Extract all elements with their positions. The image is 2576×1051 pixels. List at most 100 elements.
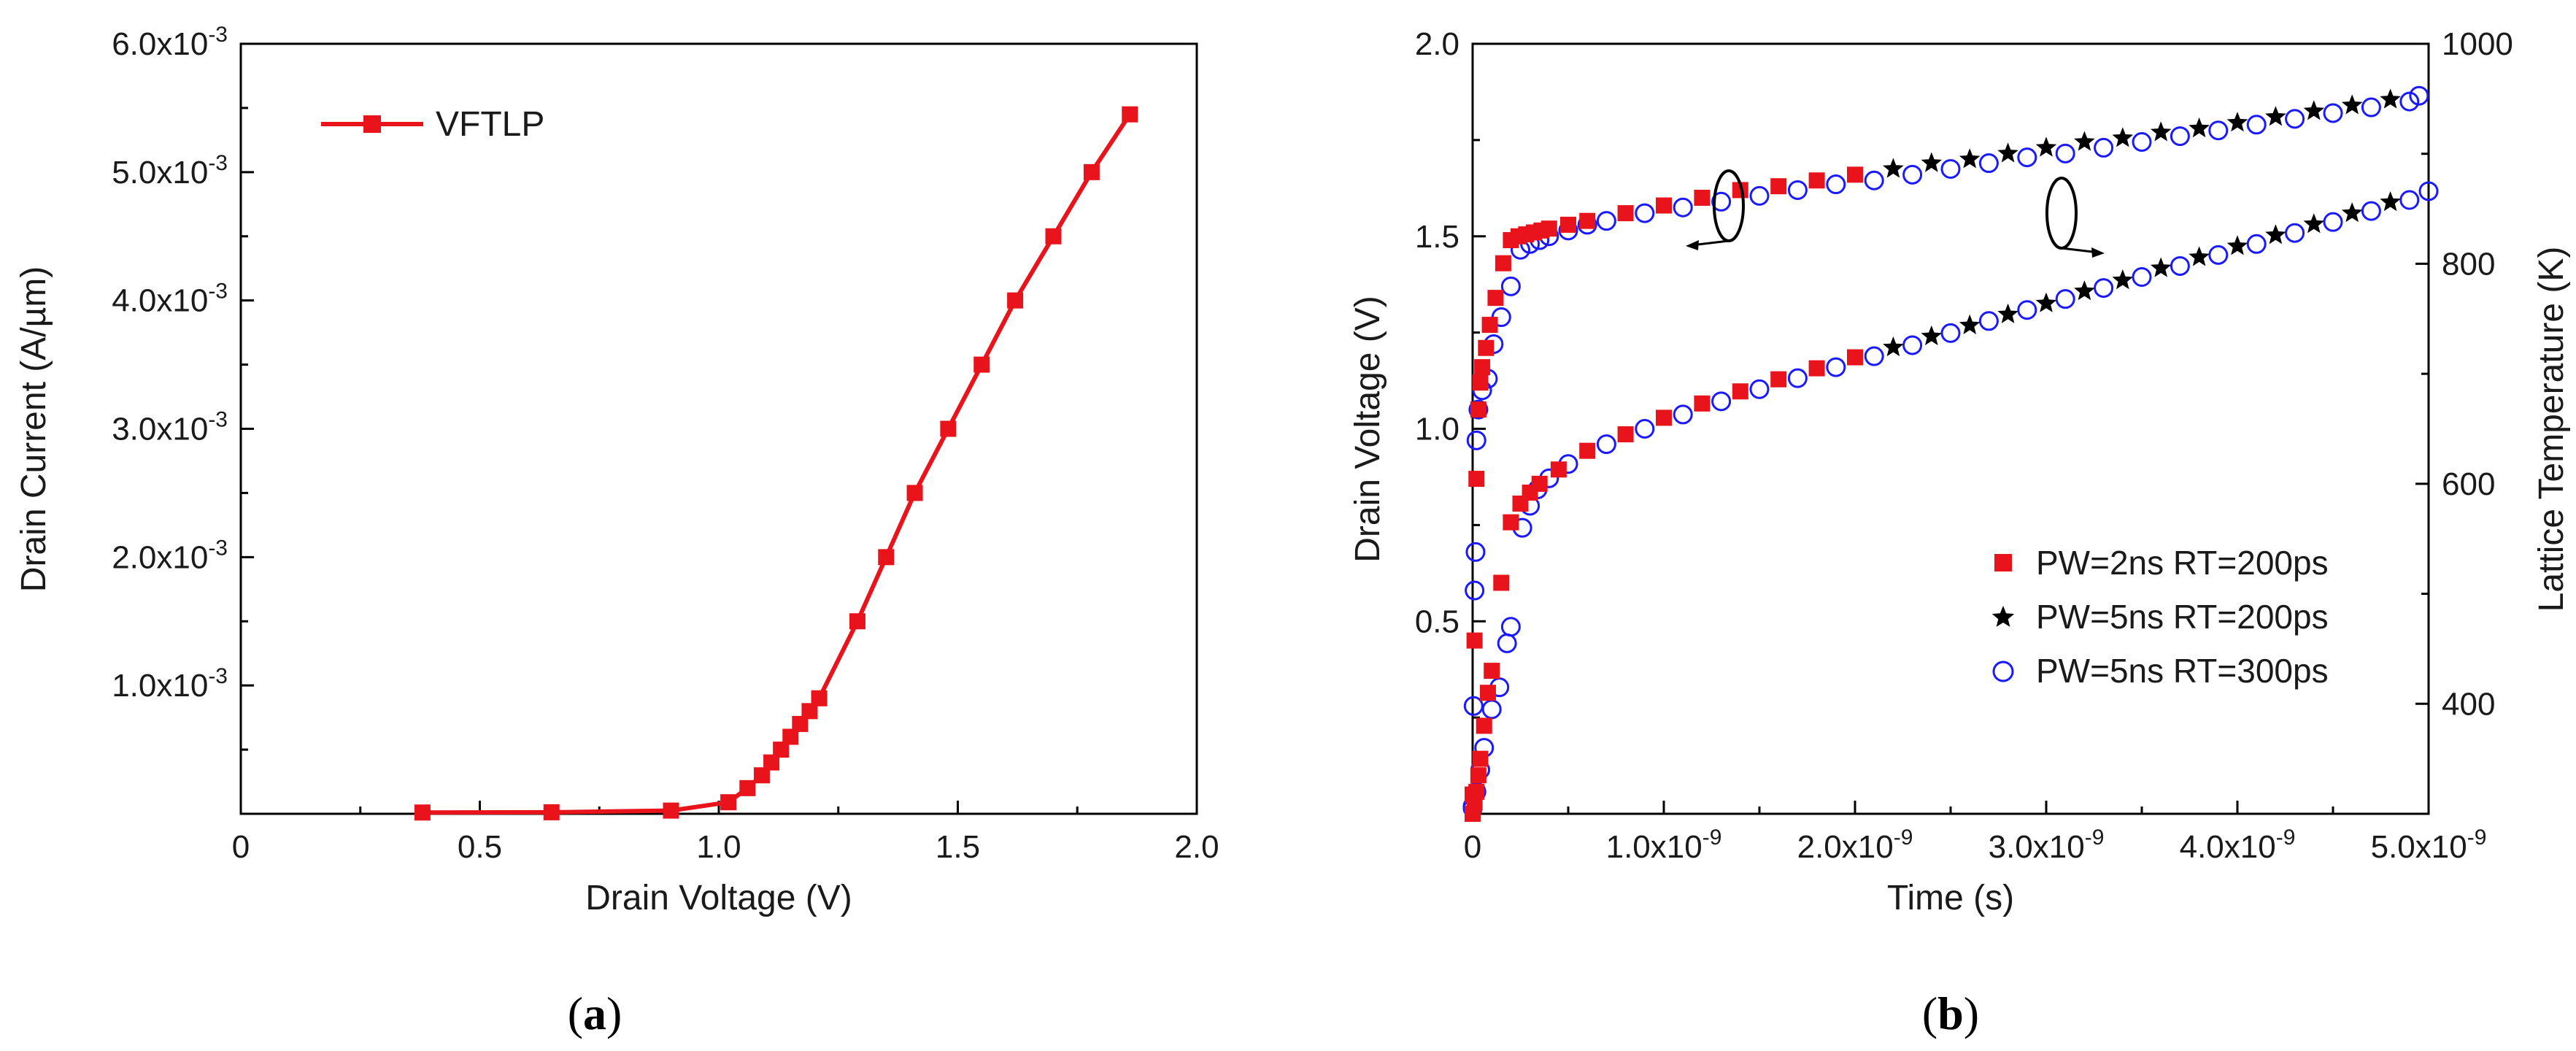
vftlp-point xyxy=(782,728,799,745)
square-voltage-point xyxy=(1808,172,1825,189)
open-circle-voltage-point xyxy=(1466,430,1486,450)
open-circle-voltage-point xyxy=(1787,180,1808,200)
open-circle-voltage-point xyxy=(1826,174,1846,195)
square-voltage-point xyxy=(1474,359,1491,376)
open-circle-temperature-point xyxy=(1787,368,1808,388)
y-tick-label: 1.5 xyxy=(1415,219,1459,255)
vftlp-point xyxy=(720,794,737,811)
open-circle-temperature-point xyxy=(2323,212,2343,232)
star-temperature-point xyxy=(2226,235,2248,255)
chart-b-legend: PW=2ns RT=200ps PW=5ns RT=200ps PW=5ns R… xyxy=(1991,544,2329,690)
x-tick-label: 1.5 xyxy=(936,829,980,865)
chart-a-y-tick-labels: 1.0x10-3 2.0x10-3 3.0x10-3 4.0x10-3 5.0x10-3… xyxy=(112,23,228,704)
open-circle-temperature-point xyxy=(1902,335,1923,355)
star-temperature-point xyxy=(2303,213,2325,234)
vftlp-point xyxy=(811,690,828,707)
chart-a-series xyxy=(414,106,1138,821)
chart-a-x-tick-labels: 0 0.5 1.0 1.5 2.0 xyxy=(232,829,1219,865)
legend-label-series-1: PW=2ns RT=200ps xyxy=(2036,544,2329,582)
vftlp-point xyxy=(1083,163,1100,180)
star-voltage-point xyxy=(1959,148,1981,169)
square-temperature-point xyxy=(1694,395,1711,412)
vftlp-point xyxy=(973,356,990,373)
open-circle-voltage-point xyxy=(2208,120,2229,141)
legend-label-series-3: PW=5ns RT=300ps xyxy=(2036,652,2329,690)
y-tick-label: 5.0x10-3 xyxy=(112,151,228,190)
square-voltage-point xyxy=(1470,401,1486,418)
open-circle-voltage-point xyxy=(1902,164,1923,185)
star-temperature-point xyxy=(1959,314,1981,334)
vftlp-line xyxy=(422,113,1132,815)
square-temperature-point xyxy=(1732,383,1748,400)
chart-b-y-tick-labels: 0.5 1.0 1.5 2.0 xyxy=(1415,26,1459,639)
x-tick-label: 5.0x10-9 xyxy=(2371,825,2487,865)
x-tick-label: 0.5 xyxy=(458,829,502,865)
open-circle-temperature-point xyxy=(2094,278,2114,299)
chart-b-x-tick-labels: 0 1.0x10-9 2.0x10-9 3.0x10-9 4.0x10-9 5.0x10-… xyxy=(1464,825,2487,865)
vftlp-point xyxy=(940,420,957,437)
square-voltage-point xyxy=(1694,190,1711,206)
open-circle-voltage-point xyxy=(1500,276,1521,296)
y2-tick-label: 1000 xyxy=(2442,26,2513,62)
y-tick-label: 0.5 xyxy=(1415,604,1459,639)
star-voltage-point xyxy=(2189,118,2210,138)
x-tick-label: 2.0x10-9 xyxy=(1797,825,1913,865)
star-voltage-point xyxy=(1921,152,1943,172)
vftlp-point xyxy=(1045,228,1062,245)
open-circle-voltage-point xyxy=(2132,132,2152,153)
square-temperature-point xyxy=(1770,371,1787,388)
square-voltage-point xyxy=(1487,290,1504,307)
legend-marker-square xyxy=(1994,554,2012,571)
open-circle-temperature-point xyxy=(1497,633,1517,653)
square-temperature-point xyxy=(1847,349,1863,366)
chart-b-x-axis-title: Time (s) xyxy=(1887,879,2014,917)
square-voltage-point xyxy=(1478,339,1495,356)
star-temperature-point xyxy=(1997,303,2018,323)
star-temperature-point xyxy=(2074,280,2095,301)
vftlp-point xyxy=(663,802,679,819)
star-voltage-point xyxy=(2226,112,2248,132)
open-circle-voltage-point xyxy=(2017,147,2037,168)
chart-a: 0 0.5 1.0 1.5 2.0 1.0x10-3 2.0x10-3 3.0x10-3 4.… xyxy=(15,23,1219,1039)
star-temperature-point xyxy=(2035,292,2057,312)
star-voltage-point xyxy=(2074,131,2095,151)
vftlp-point xyxy=(801,703,818,720)
open-circle-temperature-point xyxy=(2055,289,2075,309)
vftlp-point xyxy=(739,779,756,796)
open-circle-voltage-point xyxy=(2361,97,2381,118)
square-voltage-point xyxy=(1472,374,1489,391)
star-voltage-point xyxy=(1997,142,2018,163)
y-tick-label: 6.0x10-3 xyxy=(112,23,228,62)
square-temperature-point xyxy=(1808,360,1825,377)
star-voltage-point xyxy=(2035,136,2057,157)
chart-b: 0 1.0x10-9 2.0x10-9 3.0x10-9 4.0x10-9 5.0x10-… xyxy=(1349,26,2571,1039)
open-circle-voltage-point xyxy=(1596,211,1616,231)
open-circle-voltage-point xyxy=(1465,542,1486,562)
square-temperature-point xyxy=(1493,574,1510,591)
square-temperature-point xyxy=(1579,442,1596,459)
y-tick-label: 2.0 xyxy=(1415,26,1459,62)
star-temperature-point xyxy=(2112,269,2134,290)
chart-a-legend: VFTLP xyxy=(321,105,544,144)
y2-tick-label: 800 xyxy=(2442,246,2495,282)
x-tick-label: 1.0x10-9 xyxy=(1606,825,1722,865)
open-circle-temperature-point xyxy=(2017,300,2037,320)
open-circle-temperature-point xyxy=(1673,404,1693,425)
open-circle-temperature-point xyxy=(1500,617,1521,637)
left-axis-indicator-icon xyxy=(1686,169,1745,250)
square-temperature-point xyxy=(1531,475,1548,492)
y-tick-label: 3.0x10-3 xyxy=(112,408,228,447)
vftlp-point xyxy=(763,754,780,771)
x-tick-label: 2.0 xyxy=(1174,829,1219,865)
star-temperature-point xyxy=(1883,336,1904,357)
vftlp-point xyxy=(543,804,560,820)
vftlp-point xyxy=(773,742,790,758)
chart-b-y2-tick-labels: 400 600 800 1000 xyxy=(2442,26,2513,722)
open-circle-voltage-point xyxy=(1940,158,1961,179)
square-temperature-point xyxy=(1484,663,1500,680)
open-circle-temperature-point xyxy=(2361,201,2381,221)
open-circle-voltage-point xyxy=(1864,170,1884,190)
open-circle-temperature-point xyxy=(1711,391,1732,412)
vftlp-point xyxy=(1122,106,1138,123)
